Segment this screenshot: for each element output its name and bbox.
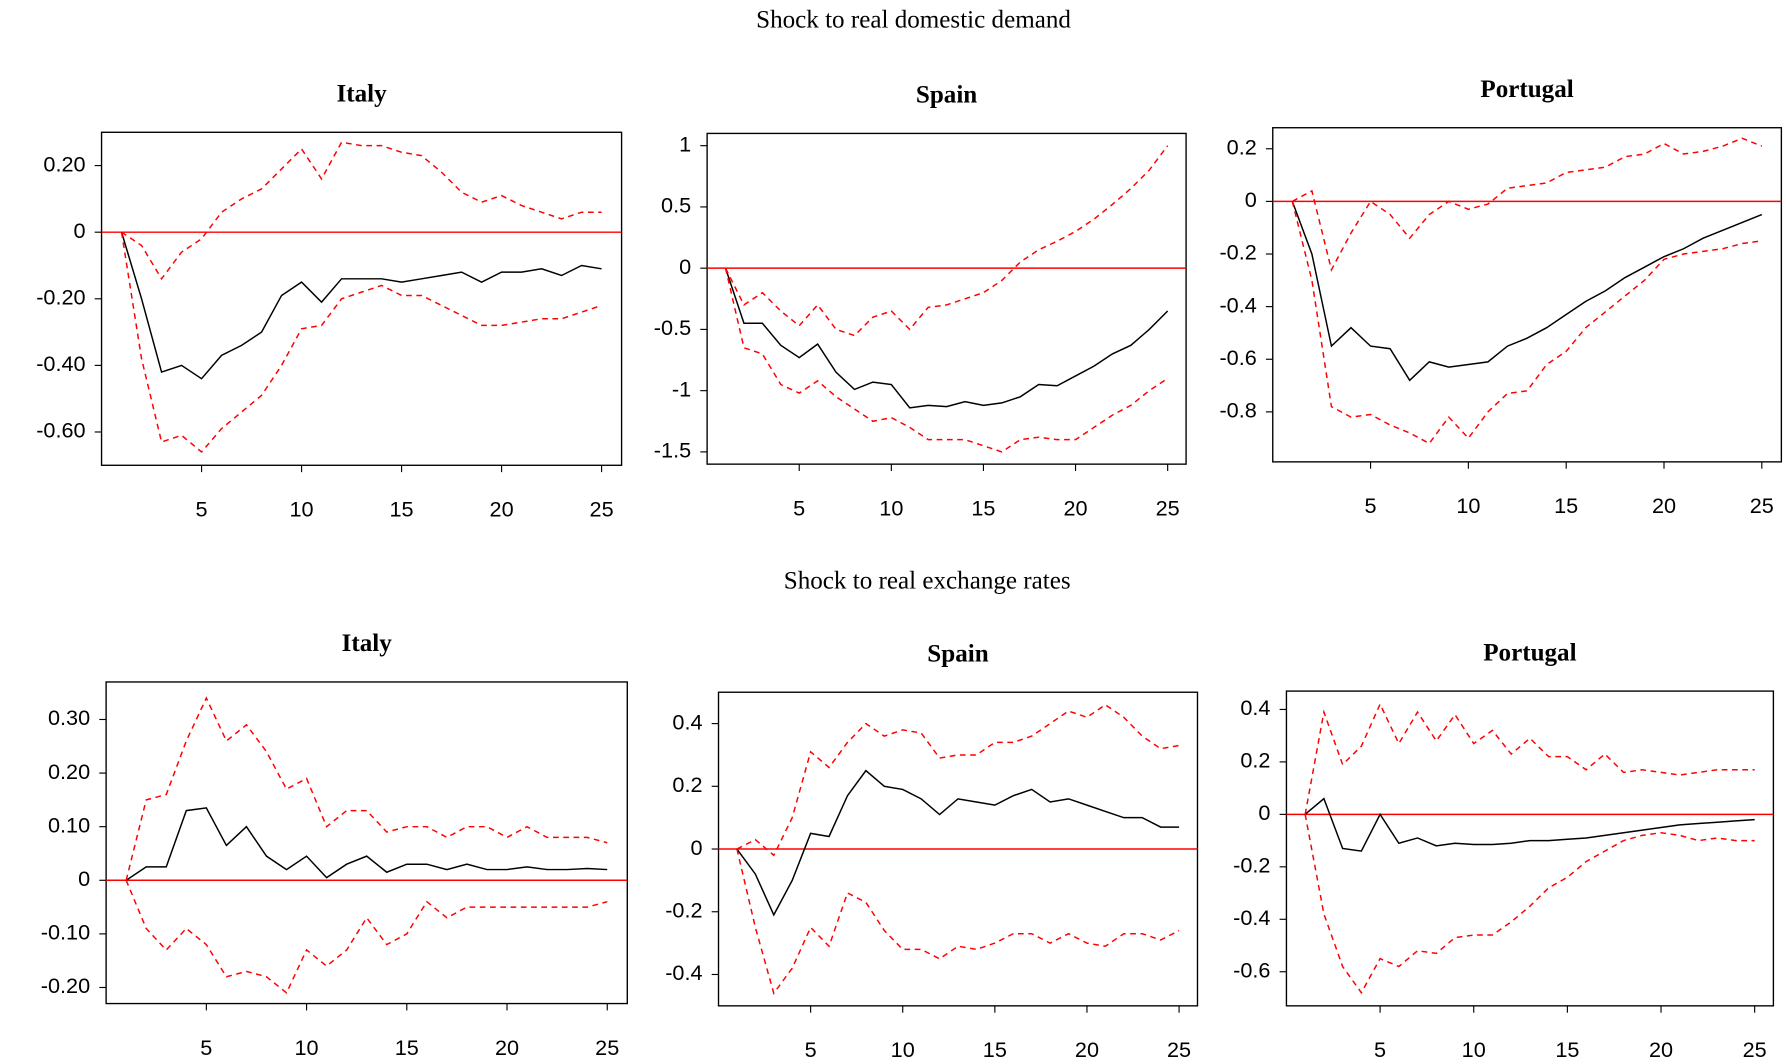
y-tick-label: 0.4 <box>1240 695 1270 720</box>
x-tick-label: 25 <box>595 1035 619 1060</box>
y-tick-label: 1 <box>679 131 691 156</box>
plot-frame <box>1272 127 1783 463</box>
x-tick-label: 25 <box>590 497 614 522</box>
y-tick-label: -0.4 <box>1233 905 1270 930</box>
series-line <box>1291 137 1763 272</box>
x-tick-label: 5 <box>1365 493 1377 518</box>
series-line <box>120 231 602 380</box>
x-tick-label: 5 <box>805 1037 817 1062</box>
y-tick-label: -0.60 <box>36 418 85 443</box>
chart-title: Spain <box>916 82 977 109</box>
series-line <box>1291 201 1762 445</box>
x-tick-label: 5 <box>1374 1037 1386 1062</box>
x-tick-label: 15 <box>983 1037 1007 1062</box>
x-tick-label: 20 <box>1649 1037 1673 1062</box>
x-tick-label: 25 <box>1750 493 1774 518</box>
series-line <box>1291 201 1763 382</box>
plot-frame <box>100 131 623 466</box>
y-tick-label: 0 <box>679 254 691 279</box>
y-tick-label: 0.20 <box>48 759 90 784</box>
x-tick-label: 10 <box>879 495 903 520</box>
y-tick-label: -0.20 <box>41 973 90 998</box>
y-tick-label: -1.5 <box>654 438 691 463</box>
chart-title: Spain <box>927 640 988 667</box>
x-tick-label: 25 <box>1167 1037 1191 1062</box>
section-title: Shock to real domestic demand <box>756 6 1071 33</box>
series-line <box>120 232 602 454</box>
section-title: Shock to real exchange rates <box>784 567 1071 594</box>
x-tick-label: 20 <box>1075 1037 1099 1062</box>
y-tick-label: 0.2 <box>1227 134 1257 159</box>
x-tick-label: 10 <box>1462 1037 1486 1062</box>
chart-title: Portugal <box>1480 76 1573 103</box>
y-tick-label: -0.10 <box>41 920 90 945</box>
series-line <box>121 141 602 281</box>
series-line <box>1304 702 1755 815</box>
chart-title: Italy <box>336 81 387 108</box>
series-line <box>1304 797 1755 852</box>
x-tick-label: 5 <box>196 497 208 522</box>
x-tick-label: 20 <box>495 1035 519 1060</box>
y-tick-label: -0.2 <box>1233 853 1270 878</box>
series-line <box>724 267 1169 409</box>
y-tick-label: -0.2 <box>1219 240 1256 265</box>
x-tick-label: 25 <box>1743 1037 1767 1062</box>
y-tick-label: -0.5 <box>654 315 691 340</box>
y-tick-label: 0 <box>1258 800 1270 825</box>
y-tick-label: 0 <box>74 218 86 243</box>
y-tick-label: -0.4 <box>665 960 702 985</box>
x-tick-label: 15 <box>1555 1037 1579 1062</box>
y-tick-label: 0.20 <box>43 151 85 176</box>
series-line <box>125 696 608 881</box>
chart-title: Portugal <box>1483 639 1576 666</box>
plot-frame <box>706 132 1187 465</box>
y-tick-label: -0.6 <box>1233 957 1270 982</box>
x-tick-label: 20 <box>490 497 514 522</box>
y-tick-label: -0.4 <box>1219 292 1256 317</box>
x-tick-label: 10 <box>295 1035 319 1060</box>
x-tick-label: 15 <box>395 1035 419 1060</box>
y-tick-label: 0.10 <box>48 812 90 837</box>
x-tick-label: 25 <box>1156 495 1180 520</box>
x-tick-label: 10 <box>290 497 314 522</box>
x-tick-label: 15 <box>1554 493 1578 518</box>
series-line <box>736 769 1180 917</box>
y-tick-label: 0.5 <box>661 193 691 218</box>
x-tick-label: 20 <box>1064 495 1088 520</box>
y-tick-label: 0.4 <box>672 709 702 734</box>
y-tick-label: -0.8 <box>1219 398 1256 423</box>
y-tick-label: -0.20 <box>36 285 85 310</box>
chart-title: Italy <box>342 630 393 657</box>
x-tick-label: 10 <box>1456 493 1480 518</box>
series-line <box>724 145 1169 337</box>
series-line <box>736 703 1180 857</box>
y-tick-label: 0.30 <box>48 705 90 730</box>
x-tick-label: 5 <box>200 1035 212 1060</box>
y-tick-label: -0.2 <box>665 897 702 922</box>
plot-frame <box>105 681 628 1005</box>
series-line <box>125 879 608 995</box>
y-tick-label: 0 <box>691 835 703 860</box>
series-line <box>1304 814 1755 995</box>
y-tick-label: -0.40 <box>36 351 85 376</box>
y-tick-label: 0.2 <box>1240 748 1270 773</box>
y-tick-label: 0 <box>78 866 90 891</box>
y-tick-label: -1 <box>672 376 691 401</box>
series-line <box>736 848 1180 995</box>
x-tick-label: 15 <box>390 497 414 522</box>
x-tick-label: 20 <box>1652 493 1676 518</box>
x-tick-label: 5 <box>793 495 805 520</box>
x-tick-label: 15 <box>971 495 995 520</box>
y-tick-label: 0 <box>1245 187 1257 212</box>
y-tick-label: -0.6 <box>1219 345 1256 370</box>
y-tick-label: 0.2 <box>672 772 702 797</box>
series-line <box>125 807 608 881</box>
series-line <box>724 267 1169 453</box>
plot-frame <box>1285 690 1775 1007</box>
x-tick-label: 10 <box>891 1037 915 1062</box>
